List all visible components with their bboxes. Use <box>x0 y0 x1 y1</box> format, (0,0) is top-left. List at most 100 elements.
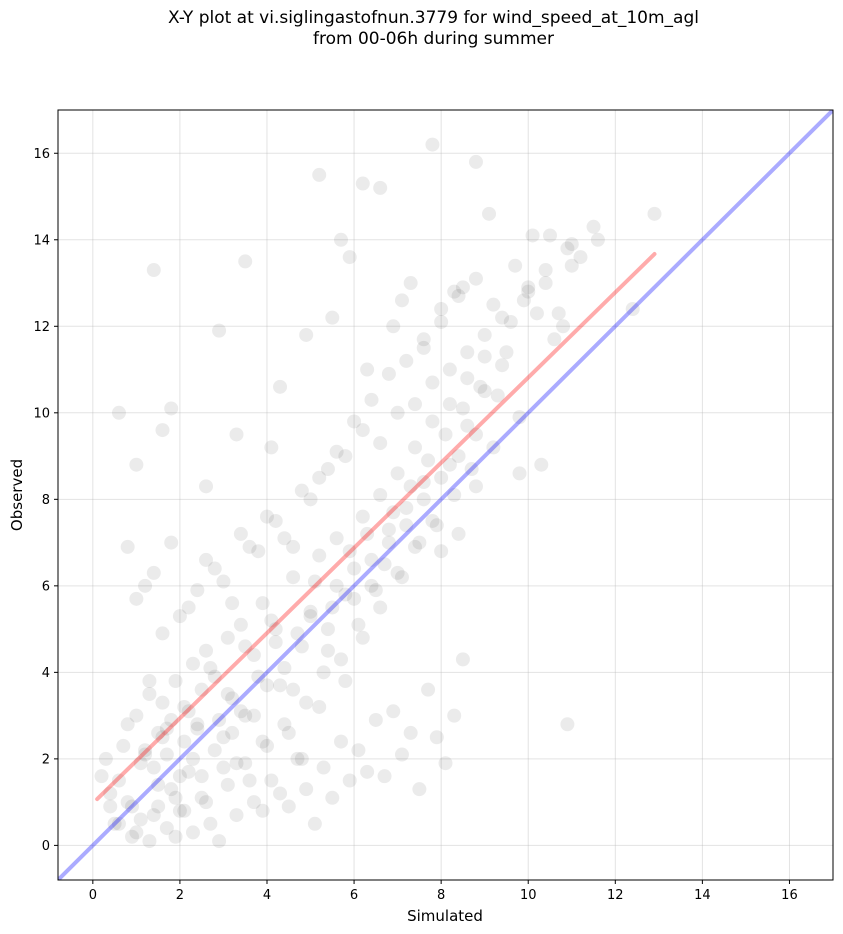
data-point <box>381 522 396 537</box>
data-point <box>199 479 214 494</box>
data-point <box>212 712 227 727</box>
data-point <box>368 583 383 598</box>
data-point <box>94 769 109 784</box>
data-point <box>133 812 148 827</box>
data-point <box>551 306 566 321</box>
data-point <box>534 457 549 472</box>
data-point <box>412 535 427 550</box>
data-point <box>503 314 518 329</box>
y-tick-label: 14 <box>33 233 50 248</box>
data-point <box>408 440 423 455</box>
data-point <box>425 513 440 528</box>
data-point <box>255 596 270 611</box>
identity-line <box>58 110 833 880</box>
data-point <box>294 639 309 654</box>
data-point <box>225 725 240 740</box>
x-tick-label: 8 <box>437 888 445 903</box>
data-point <box>194 769 209 784</box>
data-point <box>451 289 466 304</box>
data-point <box>229 756 244 771</box>
data-point <box>125 829 140 844</box>
data-point <box>460 345 475 360</box>
data-point <box>416 332 431 347</box>
data-point <box>286 539 301 554</box>
data-point <box>259 678 274 693</box>
data-point <box>351 617 366 632</box>
data-point <box>125 799 140 814</box>
data-point <box>355 509 370 524</box>
data-point <box>477 384 492 399</box>
data-point <box>438 427 453 442</box>
data-point <box>159 821 174 836</box>
data-point <box>477 349 492 364</box>
data-point <box>138 578 153 593</box>
data-point <box>355 630 370 645</box>
data-point <box>268 635 283 650</box>
data-point <box>525 228 540 243</box>
data-point <box>438 756 453 771</box>
data-point <box>460 371 475 386</box>
data-point <box>447 708 462 723</box>
data-point <box>264 773 279 788</box>
data-point <box>98 751 113 766</box>
data-point <box>547 332 562 347</box>
data-point <box>251 669 266 684</box>
data-point <box>212 834 227 849</box>
data-point <box>264 613 279 628</box>
data-point <box>373 180 388 195</box>
data-point <box>246 708 261 723</box>
x-tick-label: 6 <box>350 888 358 903</box>
x-axis-ticks: 0 2 4 6 8 10 12 14 16 <box>89 880 798 903</box>
data-point <box>220 686 235 701</box>
data-point <box>168 790 183 805</box>
data-point <box>273 379 288 394</box>
data-point <box>238 756 253 771</box>
data-point <box>138 743 153 758</box>
data-point <box>329 444 344 459</box>
data-point <box>312 167 327 182</box>
data-point <box>325 790 340 805</box>
data-point <box>190 721 205 736</box>
data-point <box>403 479 418 494</box>
data-point <box>473 379 488 394</box>
x-tick-label: 14 <box>694 888 711 903</box>
data-point <box>290 626 305 641</box>
data-point <box>120 795 135 810</box>
data-point <box>242 773 257 788</box>
data-point <box>416 340 431 355</box>
data-point <box>307 574 322 589</box>
y-tick-label: 8 <box>42 493 50 508</box>
data-point <box>477 327 492 342</box>
data-point <box>320 622 335 637</box>
data-point <box>455 401 470 416</box>
data-point <box>360 362 375 377</box>
data-point <box>138 747 153 762</box>
data-point <box>338 449 353 464</box>
data-point <box>521 284 536 299</box>
data-point <box>342 250 357 265</box>
data-point <box>299 327 314 342</box>
data-point <box>273 678 288 693</box>
data-point <box>129 591 144 606</box>
data-point <box>264 440 279 455</box>
y-tick-label: 16 <box>33 147 50 162</box>
data-point <box>355 423 370 438</box>
data-point <box>434 544 449 559</box>
data-point <box>155 695 170 710</box>
data-point <box>394 747 409 762</box>
data-point <box>399 518 414 533</box>
data-point <box>586 219 601 234</box>
data-point <box>146 263 161 278</box>
data-point <box>647 206 662 221</box>
data-point <box>220 777 235 792</box>
data-point <box>172 769 187 784</box>
data-point <box>129 708 144 723</box>
data-point <box>560 717 575 732</box>
data-point <box>564 258 579 273</box>
data-point <box>416 492 431 507</box>
data-point <box>303 604 318 619</box>
data-point <box>360 764 375 779</box>
data-point <box>286 682 301 697</box>
data-point <box>255 803 270 818</box>
data-point <box>238 639 253 654</box>
